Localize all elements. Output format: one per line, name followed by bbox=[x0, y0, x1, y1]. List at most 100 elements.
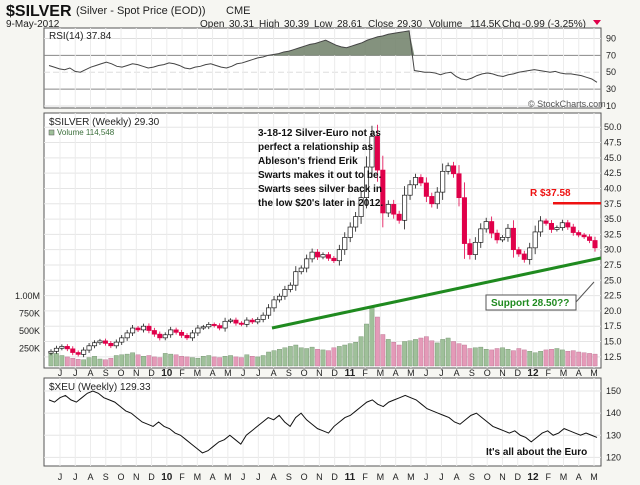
xeu-tick-label: 130 bbox=[606, 430, 621, 440]
month-label: A bbox=[393, 472, 399, 482]
annotation-line-3: Ableson's friend Erik bbox=[258, 156, 358, 167]
volume-legend-swatch bbox=[48, 129, 55, 136]
volume-bar bbox=[244, 354, 250, 367]
candle-body bbox=[238, 322, 244, 325]
close-label: Close bbox=[368, 19, 394, 30]
volume-bar bbox=[413, 339, 418, 367]
price-tick-label: 17.5 bbox=[604, 321, 622, 331]
candle-body bbox=[385, 204, 391, 214]
volume-bar bbox=[380, 334, 386, 367]
volume-bar bbox=[538, 351, 543, 367]
volume-bar bbox=[587, 353, 592, 367]
price-tick-label: 45.0 bbox=[604, 153, 622, 163]
xeu-panel bbox=[43, 377, 602, 467]
volume-bar bbox=[81, 359, 87, 367]
candle-body bbox=[146, 325, 152, 331]
volume-bar bbox=[162, 353, 168, 367]
volume-bar bbox=[141, 356, 146, 367]
volume-tick-label: 250K bbox=[19, 344, 40, 354]
month-label: D bbox=[514, 472, 521, 482]
price-tick-label: 40.0 bbox=[604, 183, 622, 193]
month-label: S bbox=[469, 368, 475, 378]
candle-body bbox=[418, 177, 424, 184]
volume-bar bbox=[97, 358, 103, 367]
month-label: J bbox=[241, 368, 246, 378]
volume-bar bbox=[228, 355, 233, 367]
candle-body bbox=[102, 340, 108, 344]
candle-body bbox=[527, 247, 533, 260]
candle-body bbox=[81, 349, 87, 355]
candle-body bbox=[298, 267, 304, 273]
support-label: Support 28.50?? bbox=[491, 298, 569, 309]
candle-body bbox=[548, 223, 555, 230]
candle-body bbox=[434, 191, 440, 205]
volume-bar bbox=[554, 348, 560, 367]
month-label: M bbox=[407, 368, 415, 378]
price-tick-label: 27.5 bbox=[604, 260, 622, 270]
candle-body bbox=[151, 330, 157, 335]
volume-bar bbox=[282, 347, 288, 367]
price-tick-label: 37.5 bbox=[604, 199, 622, 209]
volume-bar bbox=[331, 347, 337, 367]
candle-body bbox=[64, 346, 70, 350]
exchange: CME bbox=[226, 5, 250, 17]
volume-bar bbox=[211, 356, 217, 367]
volume-bar bbox=[326, 350, 331, 367]
candle-body bbox=[331, 257, 337, 262]
candle-body bbox=[336, 249, 342, 262]
volume-bar bbox=[249, 356, 255, 367]
month-label: A bbox=[454, 368, 460, 378]
price-candles bbox=[48, 124, 598, 358]
candle-body bbox=[325, 254, 331, 259]
month-label: J bbox=[424, 472, 429, 482]
volume-bar bbox=[347, 343, 353, 367]
volume-bar bbox=[494, 348, 500, 367]
candle-body bbox=[483, 221, 489, 230]
volume-title: Volume 114,548 bbox=[57, 128, 115, 137]
volume-bar bbox=[576, 351, 582, 367]
volume-bar bbox=[75, 359, 81, 367]
volume-bar bbox=[353, 342, 359, 367]
rsi-tick-label: 90 bbox=[606, 33, 616, 43]
candle-body bbox=[70, 348, 76, 353]
support-pointer bbox=[575, 281, 595, 303]
candle-body bbox=[227, 319, 234, 322]
month-label: M bbox=[560, 368, 568, 378]
volume-bar bbox=[320, 349, 326, 367]
volume-bar bbox=[521, 349, 527, 367]
xeu-tick-label: 150 bbox=[606, 386, 621, 396]
volume-tick-label: 500K bbox=[19, 326, 40, 336]
resistance-label: R $37.58 bbox=[530, 188, 571, 199]
volume-bar bbox=[385, 339, 391, 367]
xeu-tick-label: 140 bbox=[606, 408, 621, 418]
month-label: M bbox=[377, 472, 385, 482]
volume-bar bbox=[206, 355, 212, 367]
candle-body bbox=[581, 234, 587, 238]
volume-bar bbox=[293, 344, 299, 367]
candle-body bbox=[353, 216, 359, 228]
month-label: M bbox=[194, 472, 202, 482]
rsi-series bbox=[48, 30, 598, 83]
volume-bar bbox=[151, 356, 157, 367]
candle-body bbox=[510, 227, 516, 251]
candle-body bbox=[206, 324, 212, 328]
open-label: Open bbox=[200, 19, 224, 30]
candle-body bbox=[157, 333, 163, 339]
month-label: S bbox=[103, 472, 109, 482]
candle-body bbox=[140, 325, 147, 331]
volume-bar bbox=[559, 349, 565, 367]
month-label: 11 bbox=[345, 472, 356, 483]
month-label: 10 bbox=[161, 368, 173, 379]
candle-body bbox=[559, 222, 565, 228]
month-label: D bbox=[148, 368, 155, 378]
open-value: 30.31 bbox=[229, 19, 254, 30]
volume-bar bbox=[592, 353, 598, 367]
month-label: J bbox=[58, 368, 63, 378]
candle-body bbox=[189, 332, 195, 339]
price-tick-label: 20.0 bbox=[604, 306, 622, 316]
rsi-tick-label: 10 bbox=[606, 101, 616, 111]
quote-date: 9-May-2012 bbox=[6, 19, 60, 30]
candle-body bbox=[543, 220, 549, 224]
candle-body bbox=[412, 177, 419, 186]
candle-body bbox=[244, 319, 250, 325]
